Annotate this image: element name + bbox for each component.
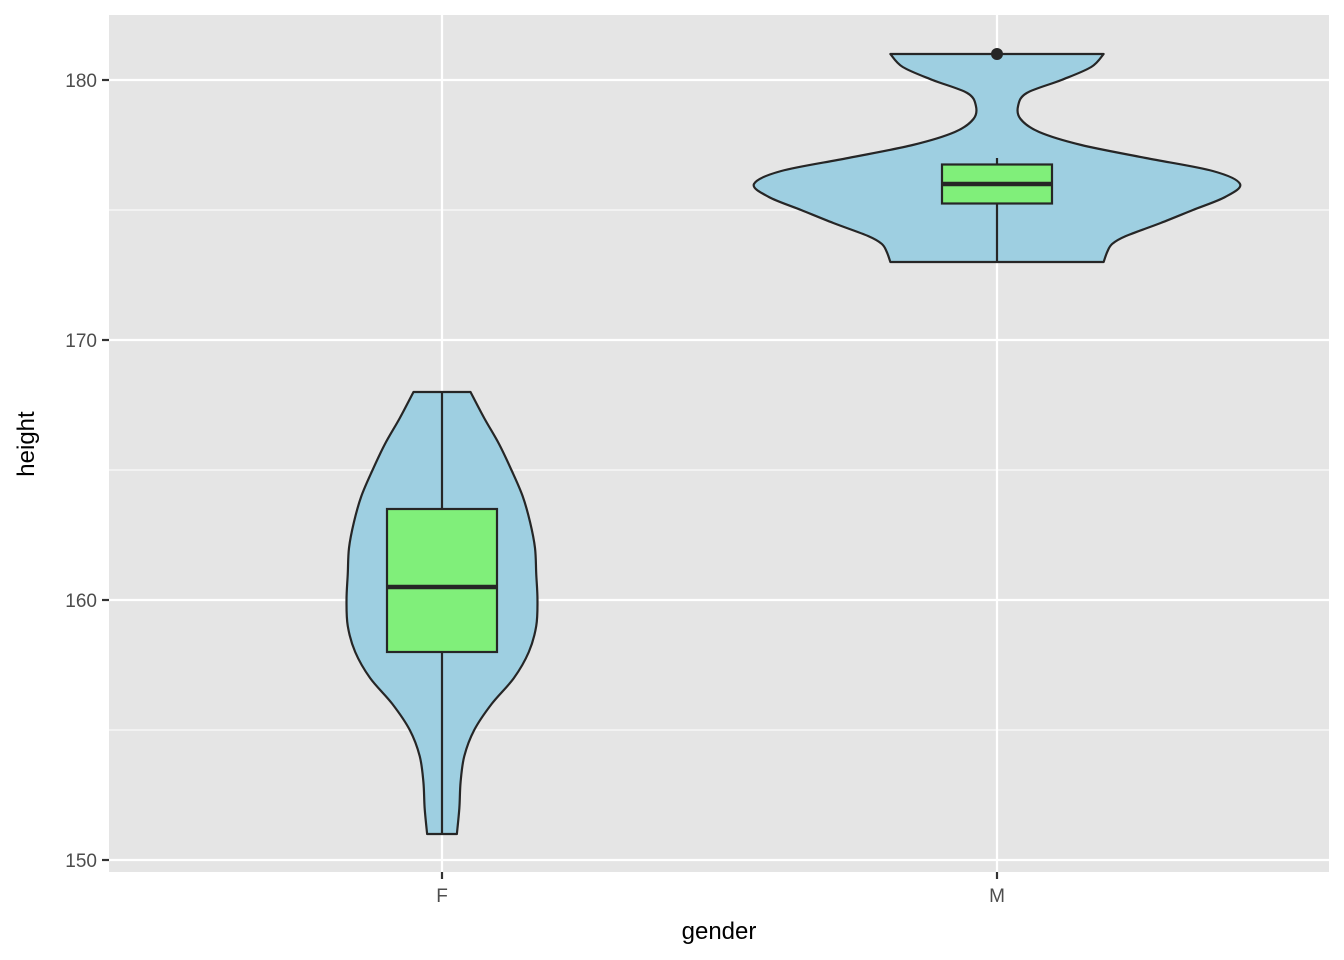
- x-tick-label-F: F: [436, 886, 448, 907]
- box-F: [385, 507, 499, 654]
- y-tick-label-180: 180: [65, 71, 97, 92]
- y-tick-label-170: 170: [65, 331, 97, 352]
- x-tick-label-M: M: [989, 886, 1005, 907]
- plot-panel: [109, 15, 1329, 872]
- x-axis-title: gender: [682, 918, 757, 945]
- boxplot-layer: [385, 48, 1054, 834]
- y-tick-label-150: 150: [65, 851, 97, 872]
- y-axis: 150 160 170 180: [65, 71, 109, 872]
- y-axis-title: height: [13, 411, 40, 477]
- outlier-point-M-0: [991, 48, 1003, 60]
- major-gridlines: [109, 15, 1329, 872]
- y-tick-label-160: 160: [65, 591, 97, 612]
